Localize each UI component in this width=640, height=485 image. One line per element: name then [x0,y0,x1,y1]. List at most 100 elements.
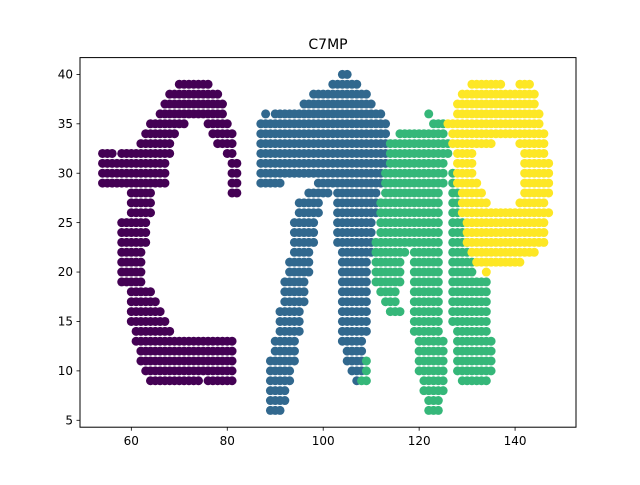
data-point [361,366,371,376]
data-point [227,336,237,346]
data-point [155,307,165,317]
data-point [361,287,371,297]
data-point [361,89,371,99]
data-point [275,178,285,188]
data-point [467,267,477,277]
data-point [438,386,448,396]
data-point [227,139,237,149]
data-point [146,287,156,297]
data-point [285,366,295,376]
data-point [544,178,554,188]
point-series-1 [256,69,391,415]
data-point [390,287,400,297]
data-point [304,257,314,267]
data-point [294,307,304,317]
data-point [433,396,443,406]
data-point [381,119,391,129]
data-point [313,198,323,208]
data-point [160,158,170,168]
y-tick-label: 30 [58,166,73,180]
data-point [304,267,314,277]
axes-frame [79,57,577,428]
data-point [361,356,371,366]
data-point [481,287,491,297]
data-point [400,247,410,257]
data-point [352,79,362,89]
data-point [515,257,525,267]
data-point [529,247,539,257]
y-tick-label: 40 [58,68,73,82]
data-point [361,316,371,326]
data-point [433,287,443,297]
data-point [438,129,448,139]
data-point [438,356,448,366]
data-point [361,257,371,267]
data-point [361,267,371,277]
data-point [309,237,319,247]
data-point [165,326,175,336]
data-point [309,218,319,228]
data-point [486,366,496,376]
data-point [280,386,290,396]
data-point [443,148,453,158]
data-point [438,366,448,376]
data-point [366,218,376,228]
data-point [395,277,405,287]
data-point [433,247,443,257]
data-point [136,247,146,257]
data-point [280,396,290,406]
x-tick-label: 60 [124,434,139,448]
y-tick-label: 10 [58,364,73,378]
y-tick-label: 25 [58,216,73,230]
data-point [146,198,156,208]
data-point [107,148,117,158]
data-point [141,228,151,238]
data-point [534,119,544,129]
data-point [366,99,376,109]
data-point [486,356,496,366]
data-point [539,139,549,149]
data-point [294,326,304,336]
data-point [160,178,170,188]
data-point [304,247,314,257]
data-point [361,376,371,386]
data-point [438,376,448,386]
data-point [481,316,491,326]
data-point [433,307,443,317]
data-point [361,297,371,307]
data-point [381,129,391,139]
data-point [544,188,554,198]
data-point [529,99,539,109]
data-point [433,218,443,228]
axis-ticks: 60 80 100 120 140 5 10 15 20 25 30 35 40 [58,68,527,449]
data-point [357,336,367,346]
data-point [433,267,443,277]
data-point [227,129,237,139]
data-point [136,257,146,267]
data-point [433,198,443,208]
data-point [227,148,237,158]
data-point [309,228,319,238]
data-point [395,307,405,317]
data-point [433,316,443,326]
data-point [299,287,309,297]
data-point [544,208,554,218]
data-point [433,228,443,238]
data-point [481,376,491,386]
data-point [486,139,496,149]
data-point [232,188,242,198]
data-point [313,208,323,218]
data-point [433,326,443,336]
data-point [433,277,443,287]
data-point [179,119,189,129]
data-point [232,178,242,188]
x-tick-label: 120 [408,434,431,448]
data-point [160,168,170,178]
data-point [539,129,549,139]
data-point [165,148,175,158]
data-point [544,158,554,168]
data-point [524,79,534,89]
data-point [299,277,309,287]
data-point [486,336,496,346]
data-point [217,109,227,119]
